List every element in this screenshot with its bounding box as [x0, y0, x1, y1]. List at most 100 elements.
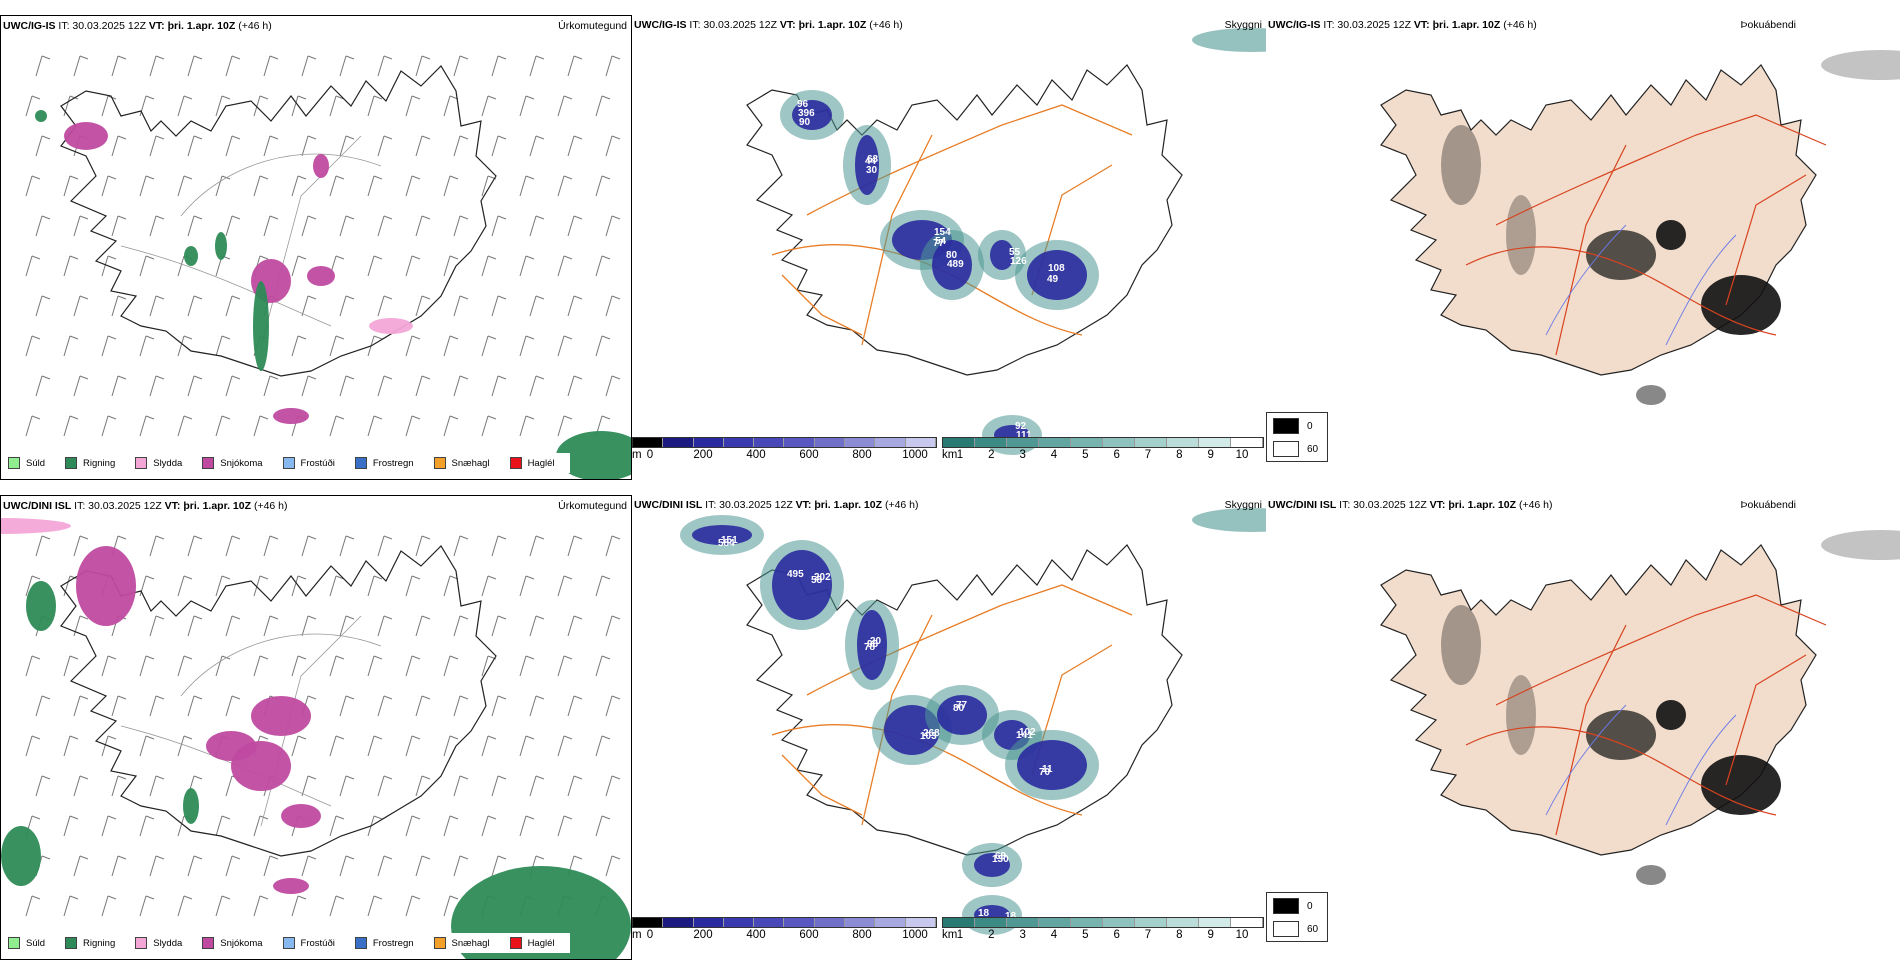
- iceland-outline: [60, 545, 497, 857]
- legend-label: Snæhagl: [451, 937, 490, 949]
- legend-swatch: [433, 457, 446, 469]
- colorbar-tick-label: 10: [1235, 449, 1249, 461]
- colorbar-unit: m: [632, 929, 642, 941]
- colorbar-segment: [875, 918, 906, 927]
- colorbar-segment: [1167, 438, 1199, 447]
- fog-legend-item: 0: [1267, 896, 1327, 916]
- visibility-value-label: 489: [947, 259, 964, 270]
- colorbar-segment: [1135, 438, 1167, 447]
- legend-item: Rigning: [60, 457, 115, 469]
- roads: [771, 584, 1133, 826]
- panel-title: UWC/IG-IS IT: 30.03.2025 12Z VT: þri. 1.…: [1268, 19, 1537, 31]
- legend-item: Haglél: [505, 457, 555, 469]
- colorbar-segment: [1199, 918, 1231, 927]
- fog-legend: 0 60: [1266, 892, 1328, 942]
- fog-map: [1380, 530, 1900, 885]
- legend-swatch: [509, 937, 522, 949]
- colorbar-segment: [905, 438, 936, 447]
- fog-legend-item: 60: [1267, 439, 1327, 459]
- visibility-value-label: 202: [814, 572, 831, 583]
- colorbar-tick-label: 3: [1019, 929, 1026, 941]
- visibility-value-label: 70: [1039, 767, 1051, 778]
- height-colorbar: m 0 200 400 600 800 1000: [632, 437, 937, 467]
- colorbar-segment: [1007, 918, 1039, 927]
- visibility-value-label: 78: [864, 642, 876, 653]
- precip-areas: [35, 110, 631, 479]
- visibility-value-label: 69: [995, 851, 1007, 862]
- colorbar-tick-label: 9: [1207, 449, 1214, 461]
- visibility-value-label: 55: [1009, 247, 1021, 258]
- legend-item: Snæhagl: [429, 937, 490, 949]
- visibility-value-label: 44: [865, 156, 877, 167]
- visibility-value-label: 111: [1016, 430, 1032, 441]
- colorbar-tick-label: 8: [1176, 449, 1183, 461]
- legend-label: Frostregn: [372, 937, 414, 949]
- fog-legend-swatch: [1273, 921, 1299, 937]
- visibility-value-label: 63: [867, 154, 879, 165]
- panel-title: UWC/DINI ISL IT: 30.03.2025 12Z VT: þri.…: [3, 500, 288, 512]
- visibility-value-label: 80: [946, 250, 958, 261]
- legend-label: Rigning: [83, 457, 116, 469]
- visibility-value-label: 30: [866, 165, 878, 176]
- panel-name: Úrkomutegund: [558, 20, 627, 32]
- colorbar-segment: [814, 438, 846, 447]
- legend-item: Frostregn: [350, 457, 414, 469]
- visibility-value-label: 154: [934, 227, 951, 238]
- legend-swatch: [354, 937, 367, 949]
- colorbar-segment: [814, 918, 846, 927]
- visibility-value-label: 18: [978, 908, 990, 919]
- legend-swatch: [65, 937, 78, 949]
- fog-panel-igis: UWC/IG-IS IT: 30.03.2025 12Z VT: þri. 1.…: [1266, 15, 1900, 480]
- colorbar-segment: [663, 918, 694, 927]
- legend-swatch: [282, 937, 295, 949]
- fog-map: [1380, 50, 1900, 405]
- legend-label: Snæhagl: [451, 457, 490, 469]
- colorbar-tick-label: 200: [693, 929, 713, 941]
- colorbar-tick-label: 600: [799, 929, 819, 941]
- visibility-value-label: 80: [953, 703, 965, 714]
- visibility-value-label: 77: [933, 238, 945, 249]
- visibility-value-label: 96: [797, 99, 809, 110]
- colorbar-tick-label: 2: [988, 449, 995, 461]
- visibility-value-label: 96: [867, 639, 879, 650]
- roads: [1465, 594, 1827, 836]
- colorbar-tick-label: 1: [956, 929, 964, 941]
- roads: [120, 135, 382, 347]
- legend-item: Slydda: [130, 937, 182, 949]
- visibility-panel-igis: UWC/IG-IS IT: 30.03.2025 12Z VT: þri. 1.…: [632, 15, 1266, 480]
- visibility-labels: 495 20 268 77 102 11 69 18 151 202 96 103 80 141 70 130…: [718, 535, 1053, 922]
- colorbar-segment: [1199, 438, 1231, 447]
- colorbar-tick-label: 400: [746, 449, 766, 461]
- colorbar-tick-label: 5: [1082, 929, 1089, 941]
- colorbar-segment: [845, 918, 876, 927]
- legend-swatch: [135, 937, 148, 949]
- legend-swatch: [509, 457, 522, 469]
- colorbar-segment: [663, 438, 694, 447]
- fog-legend-item: 0: [1267, 416, 1327, 436]
- rivers: [1545, 224, 1737, 346]
- colorbar-tick-label: 1: [956, 449, 964, 461]
- legend-label: Frostúði: [300, 457, 335, 469]
- colorbar-segment: [1007, 438, 1039, 447]
- colorbar-gradient: [942, 437, 1264, 448]
- colorbar-segment: [905, 918, 936, 927]
- precip-legend: Súld Rigning Slydda Snjókoma Frostúði Frostre…: [3, 933, 570, 953]
- colorbar-tick-label: 0: [646, 449, 654, 461]
- colorbar-tick-label: 2: [988, 929, 995, 941]
- visibility-value-label: 20: [870, 636, 882, 647]
- visibility-colorbar: km 1 2 3 4 5 6 7 8 9 10: [942, 917, 1264, 947]
- visibility-value-label: 130: [992, 854, 1009, 865]
- visibility-value-label: 396: [798, 108, 815, 119]
- fog-legend-swatch: [1273, 898, 1299, 914]
- colorbar-segment: [784, 438, 815, 447]
- colorbar-ticks: m 0 200 400 600 800 1000: [632, 449, 937, 463]
- visibility-value-label: 102: [1019, 727, 1036, 738]
- colorbar-tick-label: 6: [1113, 929, 1120, 941]
- colorbar-tick-label: 0: [646, 929, 654, 941]
- legend-item: Haglél: [505, 937, 555, 949]
- legend-label: Haglél: [527, 937, 555, 949]
- legend-swatch: [65, 457, 78, 469]
- colorbar-tick-label: 10: [1235, 929, 1249, 941]
- colorbar-segment: [633, 918, 664, 927]
- colorbar-segment: [1071, 918, 1103, 927]
